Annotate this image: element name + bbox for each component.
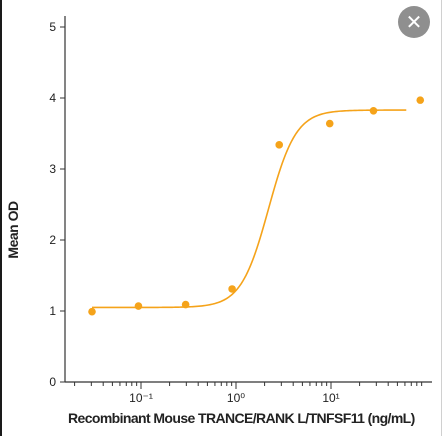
x-tick-label: 10⁻¹ — [129, 391, 153, 405]
data-point — [275, 141, 284, 149]
data-point — [88, 307, 96, 316]
axes — [64, 16, 432, 383]
y-axis-label: Mean OD — [5, 201, 21, 259]
data-point — [228, 285, 236, 293]
close-icon: ✕ — [405, 10, 423, 34]
data-point — [416, 96, 425, 104]
data-point — [369, 106, 378, 115]
y-tick-label: 3 — [49, 162, 56, 176]
y-tick-label: 4 — [49, 91, 56, 105]
x-tick-label: 10¹ — [322, 391, 339, 405]
y-axis-label-wrap: Mean OD — [5, 201, 23, 258]
close-button[interactable]: ✕ — [398, 6, 430, 38]
x-tick-label: 10⁰ — [227, 391, 245, 405]
y-tick-label: 2 — [49, 233, 56, 247]
x-axis-label: Recombinant Mouse TRANCE/RANK L/TNFSF11 … — [68, 410, 415, 426]
y-tick-label: 5 — [49, 20, 56, 34]
y-tick-label: 1 — [49, 304, 56, 318]
data-points — [88, 96, 425, 316]
data-point — [325, 119, 334, 128]
x-ticks: 10⁻¹ 10⁰ 10¹ — [74, 382, 423, 405]
fit-curve — [92, 109, 407, 309]
data-point — [181, 300, 190, 309]
y-tick-label: 0 — [49, 375, 56, 389]
y-ticks: 0 1 2 3 4 5 — [49, 20, 65, 389]
data-point — [134, 302, 143, 310]
